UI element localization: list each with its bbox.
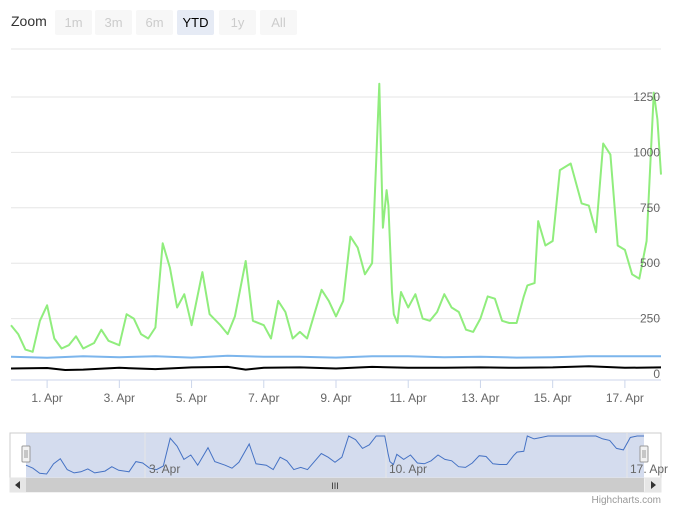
scrollbar-grip: III: [331, 481, 339, 491]
series-line-black: [10, 365, 662, 371]
zoom-label: Zoom: [11, 13, 47, 29]
scrollbar-left-arrow[interactable]: [10, 478, 26, 492]
navigator-series-line: [25, 435, 644, 475]
x-tick-label: 3. Apr: [104, 391, 135, 405]
y-tick-label: 500: [640, 256, 660, 270]
x-tick-label: 7. Apr: [248, 391, 279, 405]
scrollbar-thumb[interactable]: [26, 478, 644, 492]
x-tick-label: 1. Apr: [31, 391, 62, 405]
highcharts-credit[interactable]: Highcharts.com: [591, 495, 661, 506]
navigator-tick-label: 3. Apr: [149, 462, 180, 476]
y-tick-label: 1250: [633, 90, 660, 104]
navigator-right-handle[interactable]: [639, 445, 649, 463]
zoom-3m-button[interactable]: 3m: [95, 10, 132, 35]
navigator-tick-label: 17. Apr: [630, 462, 668, 476]
zoom-ytd-button[interactable]: YTD: [177, 10, 214, 35]
navigator-tick-label: 10. Apr: [389, 462, 427, 476]
series-line-blue: [10, 354, 661, 359]
navigator[interactable]: 3. Apr 10. Apr 17. Apr: [9, 432, 668, 479]
series-lines: [10, 82, 662, 371]
range-selector: Zoom 1m 3m 6m YTD 1y All: [0, 0, 673, 46]
axes: 0 250 500 750 1000 1250 1. Apr 3. Apr 5. Apr 7. A…: [11, 90, 661, 405]
zoom-1y-button[interactable]: 1y: [219, 10, 256, 35]
zoom-6m-button[interactable]: 6m: [136, 10, 173, 35]
y-tick-label: 0: [653, 367, 660, 381]
navigator-selection[interactable]: [26, 433, 644, 478]
scrollbar[interactable]: III: [9, 477, 662, 493]
x-tick-label: 15. Apr: [534, 391, 572, 405]
zoom-1m-button[interactable]: 1m: [55, 10, 92, 35]
series-line-green: [10, 82, 662, 353]
x-tick-label: 13. Apr: [461, 391, 499, 405]
gridlines: [11, 48, 661, 320]
scrollbar-right-arrow[interactable]: [645, 478, 661, 492]
zoom-all-button[interactable]: All: [260, 10, 297, 35]
x-tick-label: 5. Apr: [176, 391, 207, 405]
navigator-left-handle[interactable]: [21, 445, 31, 463]
y-tick-label: 250: [640, 312, 660, 326]
x-tick-label: 17. Apr: [606, 391, 644, 405]
y-tick-label: 750: [640, 201, 660, 215]
x-tick-label: 11. Apr: [390, 391, 427, 405]
x-tick-label: 9. Apr: [320, 391, 351, 405]
y-tick-label: 1000: [633, 145, 660, 159]
